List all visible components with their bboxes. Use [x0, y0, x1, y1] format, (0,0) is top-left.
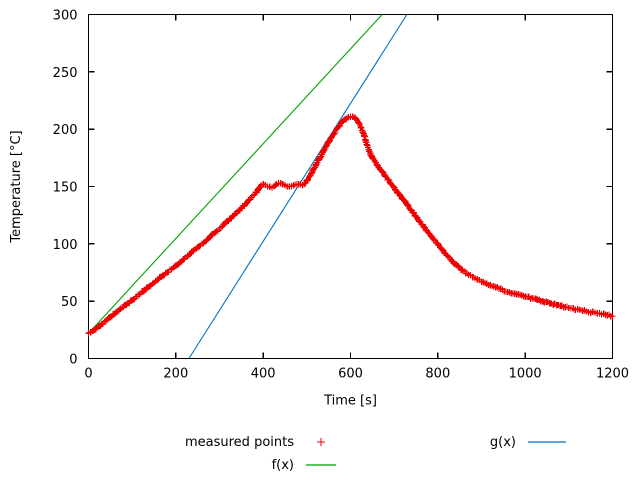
x-tick-label: 600 — [338, 367, 363, 382]
y-axis-title: Temperature [°C] — [9, 130, 24, 243]
x-tick-label: 200 — [163, 367, 188, 382]
y-tick-label: 200 — [53, 123, 78, 138]
legend-label-measured-points: measured points — [185, 435, 294, 450]
figure-background — [0, 0, 640, 480]
x-tick-label: 800 — [425, 367, 450, 382]
chart-figure: 0 50 100 150 200 250 300 0 200 400 600 800 1000 1200… — [0, 0, 640, 480]
y-tick-label: 150 — [53, 181, 78, 196]
legend-label-f-x-: f(x) — [272, 458, 294, 473]
legend-label-g-x-: g(x) — [490, 435, 516, 450]
x-axis-title: Time [s] — [323, 394, 377, 409]
y-tick-label: 0 — [69, 353, 77, 368]
x-tick-label: 1200 — [596, 367, 629, 382]
plot-canvas: 0 50 100 150 200 250 300 0 200 400 600 800 1000 1200… — [0, 0, 640, 480]
y-tick-label: 250 — [53, 66, 78, 81]
x-tick-label: 400 — [251, 367, 276, 382]
x-tick-label: 0 — [84, 367, 92, 382]
y-tick-label: 50 — [61, 295, 78, 310]
x-tick-label: 1000 — [509, 367, 542, 382]
y-tick-label: 300 — [53, 9, 78, 24]
y-tick-label: 100 — [53, 238, 78, 253]
